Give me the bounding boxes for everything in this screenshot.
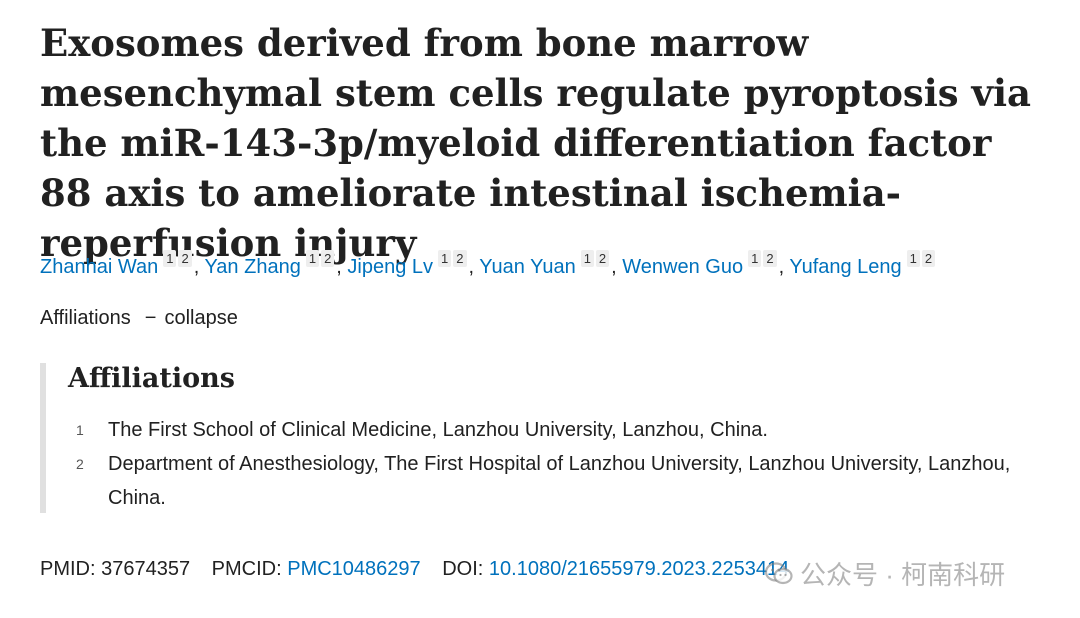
author-separator: , <box>611 256 617 278</box>
author-entry: Yan Zhang 1 2, <box>204 250 347 278</box>
affiliations-toggle-label: Affiliations <box>40 307 131 329</box>
author-link[interactable]: Zhanhai Wan <box>40 256 159 278</box>
affiliation-ref[interactable]: 1 <box>580 250 594 267</box>
author-separator: , <box>468 256 475 278</box>
affiliation-ref[interactable]: 1 <box>305 250 320 267</box>
author-link[interactable]: Yufang Leng <box>789 256 902 278</box>
affiliation-ref[interactable]: 2 <box>595 250 610 267</box>
affiliation-text: The First School of Clinical Medicine, L… <box>108 419 768 441</box>
doi-label: DOI: <box>442 558 484 580</box>
affiliation-ref[interactable]: 1 <box>748 250 762 267</box>
author-entry: Yufang Leng 1 2 <box>789 250 937 278</box>
pmid-value: 37674357 <box>101 558 191 580</box>
collapse-link[interactable]: collapse <box>164 307 238 329</box>
affiliation-ref[interactable]: 2 <box>763 250 777 267</box>
watermark-text: 公众号 · 柯南科研 <box>800 560 1006 590</box>
author-separator: , <box>193 256 200 278</box>
pmid-label: PMID: <box>40 558 96 580</box>
affiliation-ref[interactable]: 2 <box>921 250 936 267</box>
affiliation-text: Department of Anesthesiology, The First … <box>108 453 1011 509</box>
pmcid-label: PMCID: <box>211 558 282 580</box>
author-entry: Yuan Yuan 1 2, <box>479 250 622 278</box>
author-separator: , <box>336 256 342 278</box>
doi-link[interactable]: 10.1080/21655979.2023.2253414 <box>488 558 790 580</box>
author-separator: , <box>778 256 785 278</box>
affiliation-item: 2 Department of Anesthesiology, The Firs… <box>76 447 1036 515</box>
affiliation-ref[interactable]: 1 <box>163 250 177 267</box>
article-title: Exosomes derived from bone marrow mesenc… <box>40 21 1031 265</box>
author-entry: Jipeng Lv 1 2, <box>347 250 479 278</box>
author-link[interactable]: Yan Zhang <box>204 256 301 278</box>
author-entry: Wenwen Guo 1 2, <box>622 250 789 278</box>
pmcid-link[interactable]: PMC10486297 <box>287 558 421 580</box>
watermark: 公众号 · 柯南科研 <box>764 558 1005 592</box>
affiliation-ref[interactable]: 2 <box>321 250 335 267</box>
author-entry: Zhanhai Wan 1 2, <box>40 250 204 278</box>
affiliation-number: 1 <box>76 422 84 438</box>
affiliations-panel: Affiliations 1 The First School of Clini… <box>40 363 1046 513</box>
affiliation-number: 2 <box>76 456 84 472</box>
affiliations-toggle[interactable]: Affiliations − collapse <box>40 303 238 333</box>
minus-icon: − <box>144 307 157 329</box>
affiliation-ref[interactable]: 1 <box>906 250 920 267</box>
affiliation-ref[interactable]: 2 <box>178 250 192 267</box>
author-link[interactable]: Jipeng Lv <box>347 256 434 278</box>
affiliation-ref[interactable]: 2 <box>453 250 467 267</box>
authors-list: Zhanhai Wan 1 2, Yan Zhang 1 2, Jipeng Lv 1 2,… <box>40 250 1070 282</box>
author-link[interactable]: Yuan Yuan <box>479 256 576 278</box>
wechat-icon <box>764 561 794 587</box>
author-link[interactable]: Wenwen Guo <box>622 256 744 278</box>
article-identifiers: PMID: 37674357 PMCID: PMC10486297 DOI: 1… <box>40 554 789 584</box>
affiliation-item: 1 The First School of Clinical Medicine,… <box>76 413 1036 447</box>
affiliations-heading: Affiliations <box>68 363 235 394</box>
affiliation-ref[interactable]: 1 <box>438 250 452 267</box>
